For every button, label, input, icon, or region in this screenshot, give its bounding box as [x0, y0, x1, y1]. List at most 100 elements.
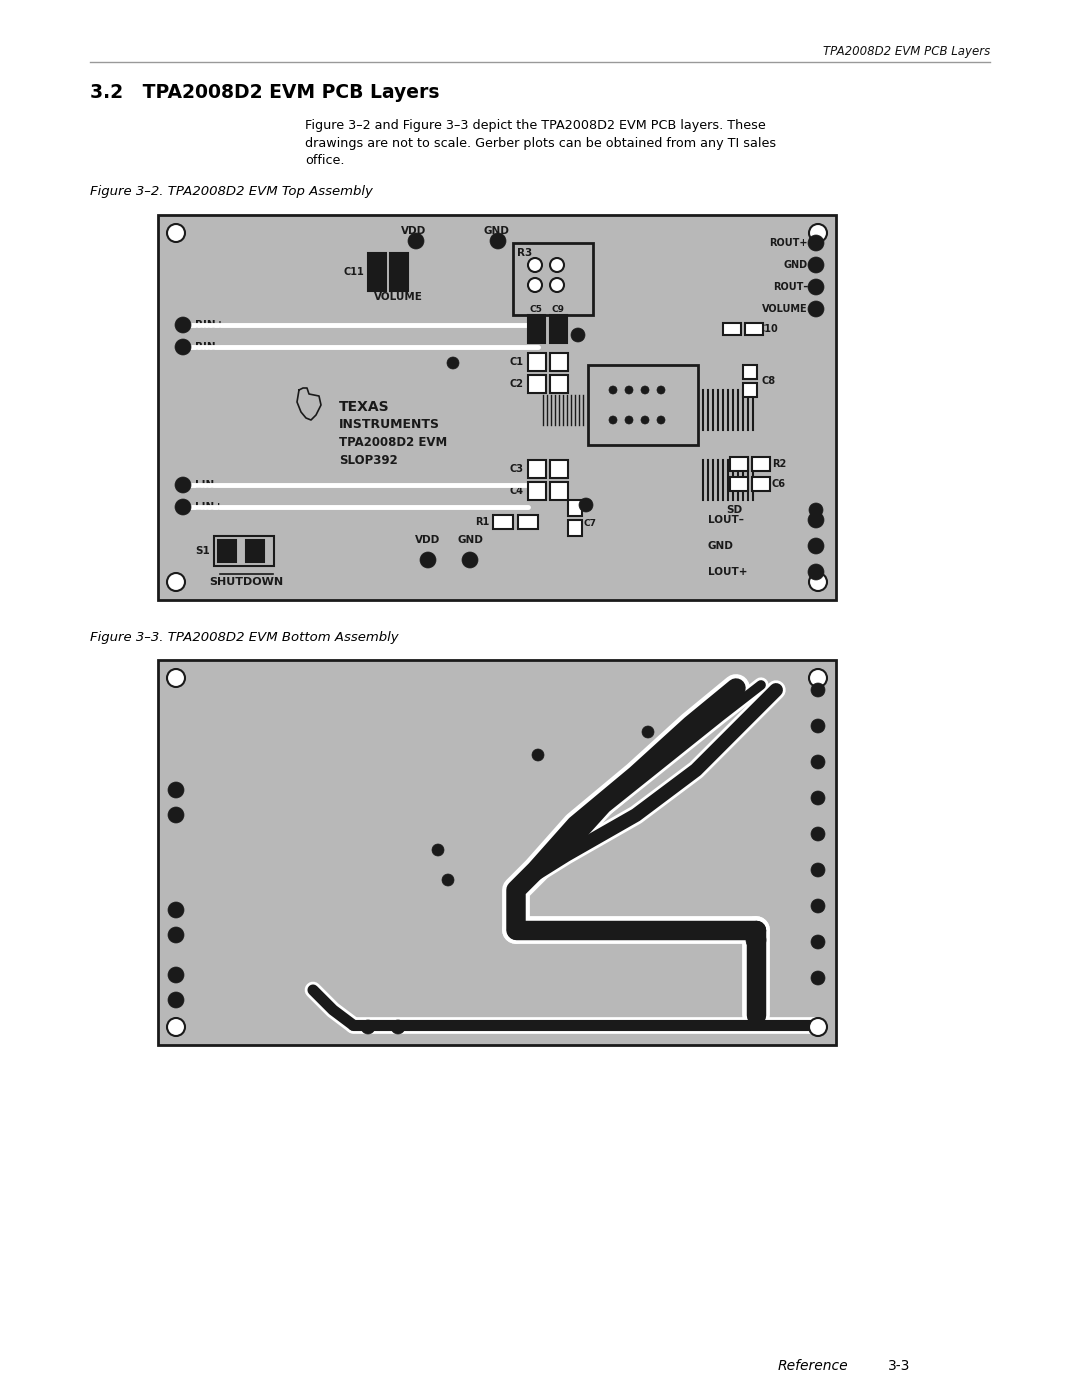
Bar — [158, 659, 836, 1045]
Text: RIN–: RIN– — [195, 342, 220, 352]
Text: TEXAS: TEXAS — [339, 400, 390, 414]
Text: GND: GND — [457, 535, 483, 545]
Circle shape — [175, 339, 191, 355]
Text: GND: GND — [708, 541, 734, 550]
Bar — [513, 243, 593, 314]
Text: SD: SD — [726, 504, 742, 515]
Bar — [752, 457, 770, 471]
Text: R2: R2 — [772, 460, 786, 469]
Circle shape — [420, 552, 436, 569]
Circle shape — [808, 257, 824, 272]
Circle shape — [442, 875, 454, 886]
Circle shape — [579, 497, 593, 511]
Circle shape — [809, 669, 827, 687]
Circle shape — [809, 224, 827, 242]
Circle shape — [808, 279, 824, 295]
Circle shape — [168, 807, 184, 823]
Circle shape — [571, 328, 585, 342]
Text: 3.2   TPA2008D2 EVM PCB Layers: 3.2 TPA2008D2 EVM PCB Layers — [90, 82, 440, 102]
Text: VOLUME: VOLUME — [374, 292, 422, 302]
Text: Figure 3–2 and Figure 3–3 depict the TPA2008D2 EVM PCB layers. These: Figure 3–2 and Figure 3–3 depict the TPA… — [305, 119, 766, 131]
Bar — [550, 460, 568, 478]
Circle shape — [168, 992, 184, 1009]
Bar — [218, 541, 237, 562]
Circle shape — [811, 971, 825, 985]
Bar — [528, 482, 546, 500]
Text: RIN+: RIN+ — [195, 320, 225, 330]
Circle shape — [175, 499, 191, 515]
Circle shape — [175, 476, 191, 493]
Bar — [730, 476, 748, 490]
Circle shape — [625, 416, 633, 425]
Text: VDD: VDD — [416, 535, 441, 545]
Bar — [588, 365, 698, 446]
Text: Reference: Reference — [778, 1359, 849, 1373]
Bar — [550, 482, 568, 500]
Circle shape — [167, 669, 185, 687]
Text: C7: C7 — [584, 520, 597, 528]
Bar — [528, 374, 546, 393]
Circle shape — [811, 863, 825, 877]
Circle shape — [808, 300, 824, 317]
Circle shape — [391, 1020, 405, 1034]
Text: C10: C10 — [758, 324, 779, 334]
Text: LIN–: LIN– — [195, 481, 219, 490]
Bar — [214, 536, 274, 566]
Text: C6: C6 — [772, 479, 786, 489]
Text: Figure 3–2. TPA2008D2 EVM Top Assembly: Figure 3–2. TPA2008D2 EVM Top Assembly — [90, 186, 373, 198]
Circle shape — [168, 782, 184, 798]
Circle shape — [490, 233, 507, 249]
Circle shape — [167, 1018, 185, 1037]
Circle shape — [168, 928, 184, 943]
Circle shape — [550, 258, 564, 272]
Bar — [492, 515, 513, 529]
Circle shape — [168, 967, 184, 983]
Circle shape — [528, 258, 542, 272]
Bar — [390, 253, 408, 291]
Circle shape — [642, 416, 649, 425]
Text: TPA2008D2 EVM: TPA2008D2 EVM — [339, 436, 447, 450]
Text: INSTRUMENTS: INSTRUMENTS — [339, 419, 440, 432]
Circle shape — [811, 683, 825, 697]
Text: GND: GND — [483, 226, 509, 236]
Bar — [752, 476, 770, 490]
Bar — [743, 383, 757, 397]
Bar — [518, 515, 538, 529]
Text: Figure 3–3. TPA2008D2 EVM Bottom Assembly: Figure 3–3. TPA2008D2 EVM Bottom Assembl… — [90, 631, 399, 644]
Circle shape — [550, 278, 564, 292]
Text: U1: U1 — [590, 372, 606, 381]
Circle shape — [808, 235, 824, 251]
Circle shape — [408, 233, 424, 249]
Circle shape — [167, 224, 185, 242]
Text: LOUT–: LOUT– — [708, 515, 744, 525]
Circle shape — [609, 416, 617, 425]
Circle shape — [168, 902, 184, 918]
Text: C9: C9 — [552, 305, 565, 313]
Circle shape — [609, 386, 617, 394]
Text: 3-3: 3-3 — [888, 1359, 910, 1373]
Circle shape — [532, 749, 544, 761]
Text: C3: C3 — [510, 464, 524, 474]
Circle shape — [447, 358, 459, 369]
Text: SHUTDOWN: SHUTDOWN — [208, 577, 283, 587]
Text: S1: S1 — [195, 546, 210, 556]
Circle shape — [657, 386, 665, 394]
Bar — [528, 353, 546, 372]
Circle shape — [811, 900, 825, 914]
Bar — [550, 353, 568, 372]
Bar — [745, 323, 762, 335]
Bar — [730, 457, 748, 471]
Text: VOLUME: VOLUME — [762, 305, 808, 314]
Text: VDD: VDD — [402, 226, 427, 236]
Text: R3: R3 — [517, 249, 532, 258]
Text: C1: C1 — [510, 358, 524, 367]
Circle shape — [811, 827, 825, 841]
Bar — [528, 460, 546, 478]
Circle shape — [642, 726, 654, 738]
Text: LIN+: LIN+ — [195, 502, 222, 511]
Text: C8: C8 — [761, 376, 775, 386]
Bar — [743, 365, 757, 379]
Bar — [723, 323, 741, 335]
Bar — [550, 314, 567, 344]
Circle shape — [657, 416, 665, 425]
